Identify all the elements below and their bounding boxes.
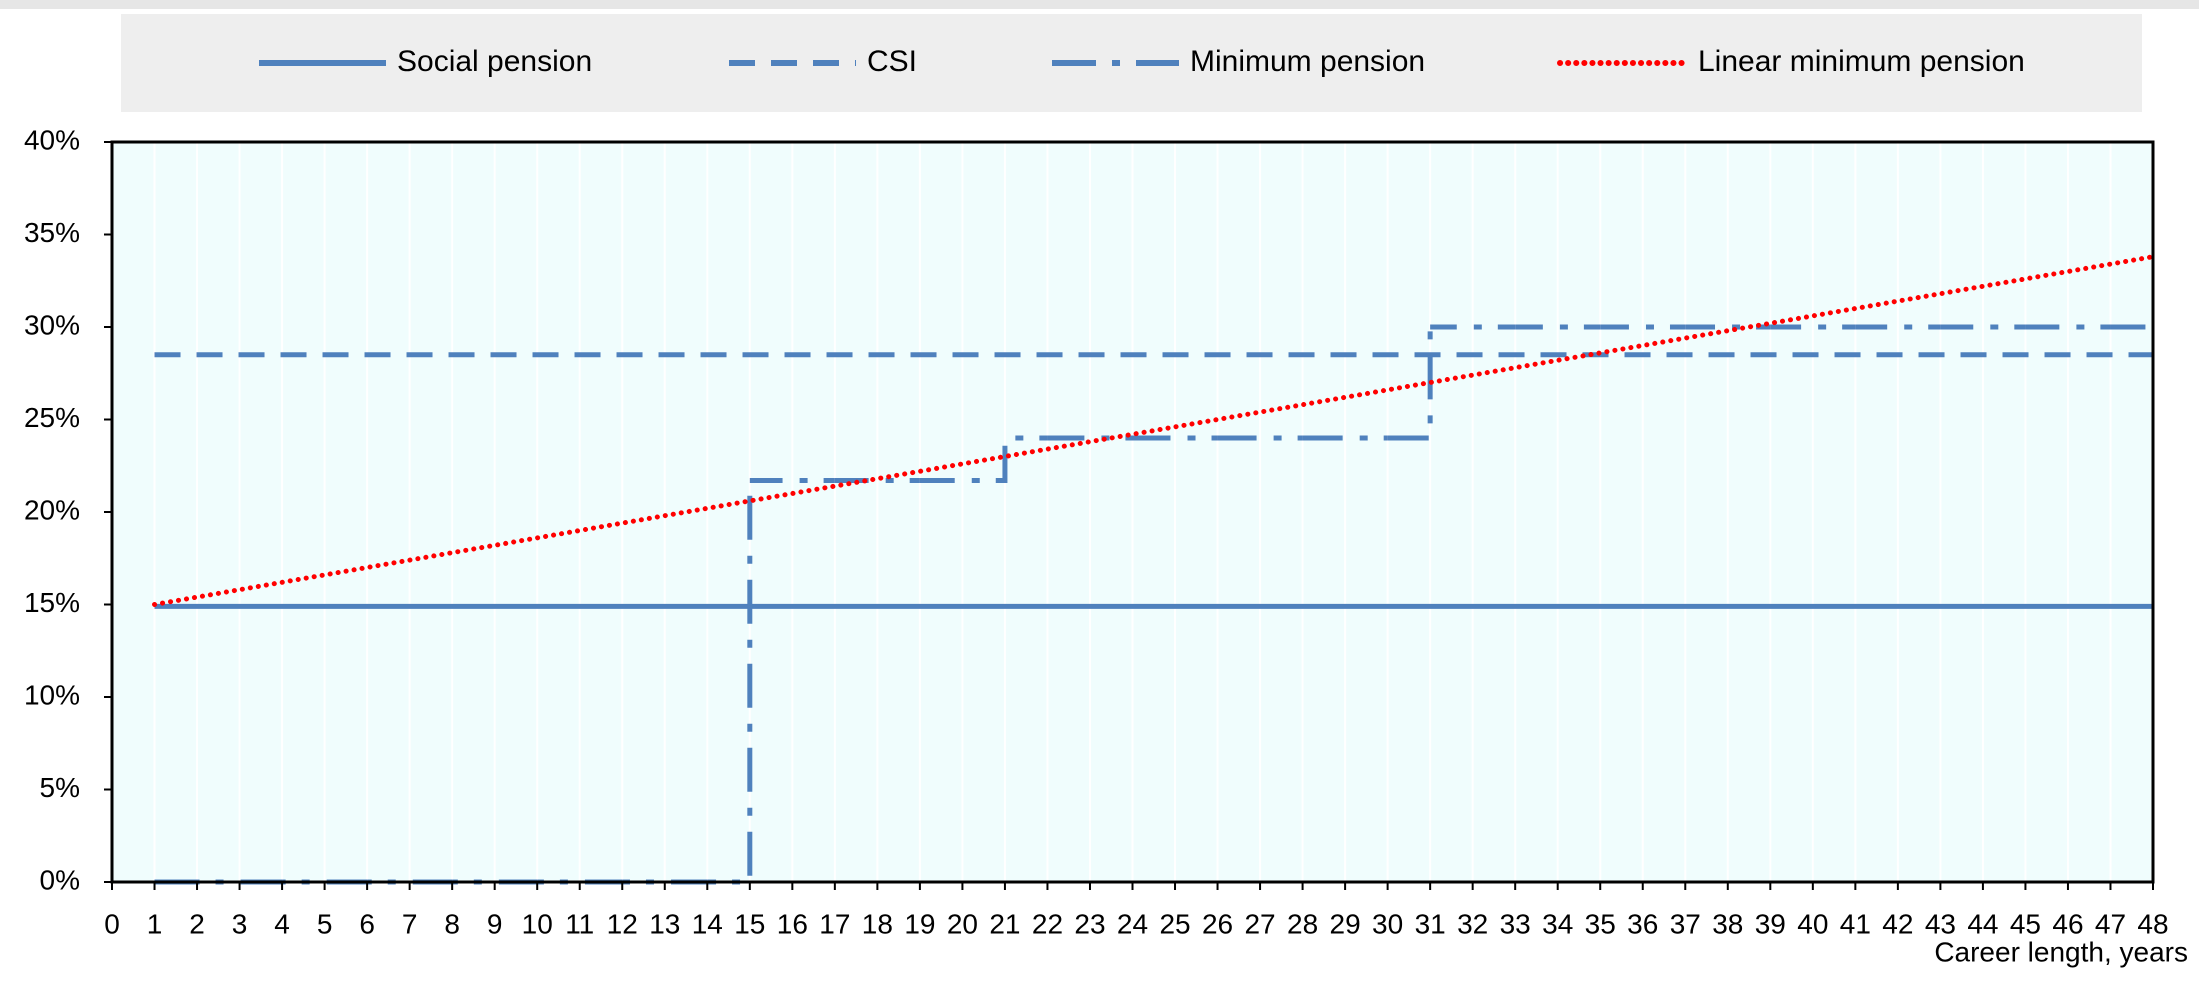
x-tick-label: 11 bbox=[565, 908, 594, 939]
x-tick-label: 48 bbox=[2137, 908, 2168, 939]
x-tick-label: 9 bbox=[487, 908, 503, 939]
x-tick-label: 45 bbox=[2010, 908, 2041, 939]
x-tick-label: 38 bbox=[1712, 908, 1743, 939]
x-tick-label: 36 bbox=[1627, 908, 1658, 939]
x-tick-label: 25 bbox=[1159, 908, 1190, 939]
x-tick-label: 18 bbox=[862, 908, 893, 939]
x-tick-label: 43 bbox=[1925, 908, 1956, 939]
x-tick-label: 12 bbox=[607, 908, 638, 939]
x-tick-label: 22 bbox=[1032, 908, 1063, 939]
axes: 0%5%10%15%20%25%30%35%40%0 1 2 3 4 5 6 7 8 9 10 11 1… bbox=[24, 124, 2169, 939]
x-tick-label: 4 bbox=[274, 908, 290, 939]
top-strip bbox=[0, 0, 2199, 9]
legend-label: Social pension bbox=[397, 45, 592, 78]
x-tick-label: 37 bbox=[1670, 908, 1701, 939]
x-tick-label: 14 bbox=[692, 908, 723, 939]
x-tick-label: 10 bbox=[522, 908, 553, 939]
legend-box bbox=[121, 14, 2142, 112]
y-tick-label: 0% bbox=[40, 864, 80, 895]
x-tick-label: 26 bbox=[1202, 908, 1233, 939]
x-tick-label: 34 bbox=[1542, 908, 1573, 939]
x-tick-label: 2 bbox=[189, 908, 205, 939]
x-tick-label: 21 bbox=[989, 908, 1020, 939]
x-tick-label: 28 bbox=[1287, 908, 1318, 939]
y-tick-label: 35% bbox=[24, 217, 80, 248]
x-tick-label: 42 bbox=[1882, 908, 1913, 939]
x-tick-label: 30 bbox=[1372, 908, 1403, 939]
x-tick-label: 40 bbox=[1797, 908, 1828, 939]
x-tick-label: 24 bbox=[1117, 908, 1148, 939]
y-tick-label: 30% bbox=[24, 309, 80, 340]
x-tick-label: 7 bbox=[402, 908, 418, 939]
x-tick-label: 17 bbox=[819, 908, 850, 939]
x-tick-label: 16 bbox=[777, 908, 808, 939]
x-tick-label: 6 bbox=[359, 908, 375, 939]
x-tick-label: 39 bbox=[1755, 908, 1786, 939]
x-tick-label: 41 bbox=[1840, 908, 1871, 939]
x-tick-label: 15 bbox=[734, 908, 765, 939]
legend-label: CSI bbox=[867, 45, 917, 78]
x-tick-label: 35 bbox=[1585, 908, 1616, 939]
x-tick-label: 3 bbox=[232, 908, 248, 939]
x-tick-label: 19 bbox=[904, 908, 935, 939]
x-tick-label: 23 bbox=[1074, 908, 1105, 939]
y-tick-label: 15% bbox=[24, 587, 80, 618]
legend-label: Linear minimum pension bbox=[1698, 45, 2025, 78]
series-step bbox=[962, 438, 1008, 484]
x-tick-label: 1 bbox=[147, 908, 163, 939]
x-axis-title: Career length, years bbox=[1934, 936, 2188, 967]
series-step bbox=[1387, 327, 1433, 441]
legend: Social pension CSI Minimum pension Linear m… bbox=[259, 45, 2025, 78]
x-tick-label: 8 bbox=[444, 908, 460, 939]
grid bbox=[111, 142, 2154, 882]
x-tick-label: 33 bbox=[1500, 908, 1531, 939]
x-tick-label: 47 bbox=[2095, 908, 2126, 939]
y-tick-label: 25% bbox=[24, 402, 80, 433]
x-tick-label: 5 bbox=[317, 908, 333, 939]
x-tick-label: 32 bbox=[1457, 908, 1488, 939]
y-tick-label: 40% bbox=[24, 124, 80, 155]
x-tick-label: 29 bbox=[1330, 908, 1361, 939]
y-tick-label: 10% bbox=[24, 679, 80, 710]
x-tick-label: 20 bbox=[947, 908, 978, 939]
x-tick-label: 46 bbox=[2052, 908, 2083, 939]
x-tick-label: 31 bbox=[1415, 908, 1446, 939]
x-tick-label: 27 bbox=[1244, 908, 1275, 939]
y-tick-label: 20% bbox=[24, 494, 80, 525]
legend-label: Minimum pension bbox=[1190, 45, 1425, 78]
y-tick-label: 5% bbox=[40, 772, 80, 803]
x-tick-label: 44 bbox=[1967, 908, 1998, 939]
series-step bbox=[707, 480, 753, 885]
x-tick-label: 13 bbox=[649, 908, 680, 939]
series-line bbox=[152, 254, 2156, 607]
x-tick-label: 0 bbox=[104, 908, 120, 939]
